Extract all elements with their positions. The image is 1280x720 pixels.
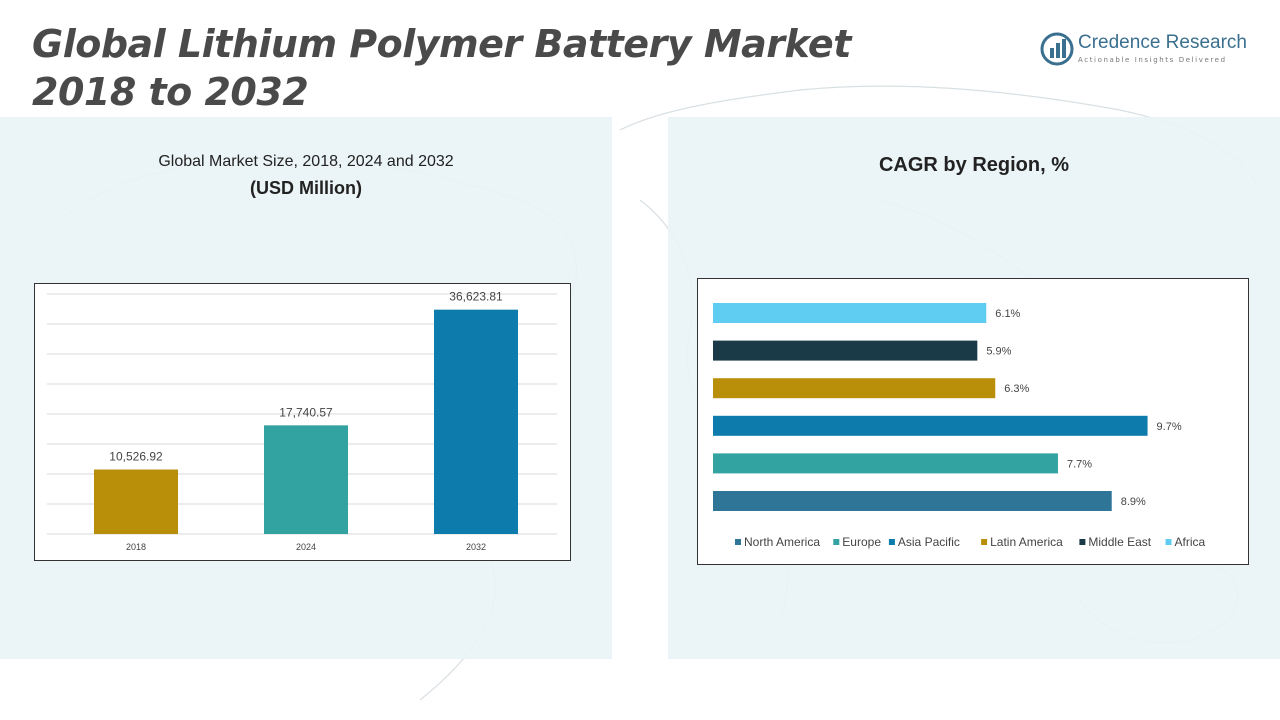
page-title-line2: 2018 to 2032: [32, 70, 309, 114]
cagr-title: CAGR by Region, %: [878, 154, 1069, 176]
page-title: Global Lithium Polymer Battery Market 20…: [32, 20, 851, 116]
hbar-value-label: 5.9%: [986, 346, 1011, 358]
credence-research-logo: Credence Research Actionable Insights De…: [1040, 30, 1260, 70]
market-size-unit: (USD Million): [250, 178, 362, 198]
legend-label: Asia Pacific: [898, 535, 960, 549]
cagr-chart-svg: 6.1% 5.9% 6.3% 9.7% 7.7% 8.9% North America Eur…: [713, 303, 1206, 549]
hbar-value-label: 6.1%: [995, 308, 1020, 320]
logo-tagline: Actionable Insights Delivered: [1078, 56, 1227, 64]
x-tick-label: 2032: [466, 542, 486, 552]
page-title-line1: Global Lithium Polymer Battery Market: [32, 22, 851, 66]
cagr-chart: 6.1% 5.9% 6.3% 9.7% 7.7% 8.9% North America Eur…: [697, 278, 1249, 565]
legend-label: Middle East: [1088, 535, 1151, 549]
bar-value-label: 17,740.57: [279, 405, 333, 419]
legend-label: Europe: [842, 535, 881, 549]
market-size-chart: 10,526.92 2018 17,740.57 2024 36,623.81 2032: [34, 283, 571, 561]
hbar-africa: [713, 303, 987, 323]
hbar-north-america: [713, 491, 1112, 511]
hbar-value-label: 6.3%: [1004, 383, 1029, 395]
x-tick-label: 2018: [126, 542, 146, 552]
legend-swatch: [888, 539, 895, 545]
hbar-middle-east: [713, 340, 978, 361]
bar-2024: [264, 425, 348, 534]
hbar-europe: [713, 453, 1058, 474]
hbar-latin-america: [713, 378, 996, 399]
market-size-chart-svg: 10,526.92 2018 17,740.57 2024 36,623.81 2032: [47, 290, 557, 552]
x-tick-label: 2024: [296, 542, 316, 552]
legend-swatch: [1079, 539, 1086, 545]
legend-swatch: [735, 539, 741, 545]
hbar-value-label: 7.7%: [1067, 458, 1092, 470]
legend-label: North America: [744, 535, 820, 549]
market-size-subtitle: Global Market Size, 2018, 2024 and 2032: [158, 153, 454, 170]
bar-value-label: 36,623.81: [449, 290, 503, 304]
legend-label: Africa: [1175, 535, 1206, 549]
hbar-asia-pacific: [713, 415, 1148, 436]
legend-label: Latin America: [990, 535, 1063, 549]
legend-swatch: [1165, 539, 1172, 545]
legend-swatch: [981, 539, 988, 545]
bar-2032: [434, 309, 518, 534]
bar-value-label: 10,526.92: [109, 450, 163, 464]
logo-name: Credence Research: [1078, 32, 1247, 53]
logo-chart-icon: [1040, 32, 1074, 66]
legend-swatch: [833, 539, 840, 545]
bar-2018: [94, 469, 178, 534]
hbar-value-label: 8.9%: [1121, 496, 1146, 508]
hbar-value-label: 9.7%: [1157, 421, 1182, 433]
